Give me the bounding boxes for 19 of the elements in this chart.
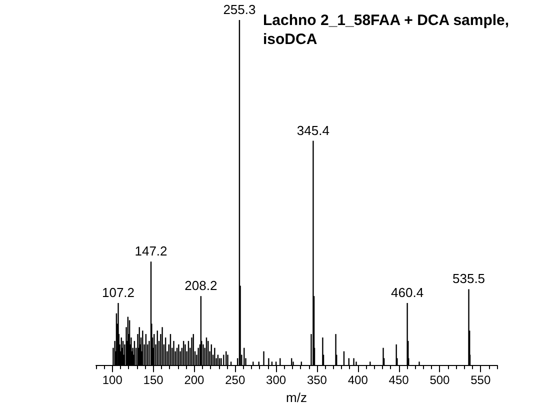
annotation: 147.2 xyxy=(134,244,168,259)
annotation: 107.2 xyxy=(102,284,135,300)
x-tick-label: 200 xyxy=(184,373,205,388)
x-tick-label: 250 xyxy=(225,373,246,388)
x-tick-label: 500 xyxy=(430,373,450,388)
x-tick-label: 400 xyxy=(348,373,368,388)
chart-title: Lachno 2_1_58FAA + DCA sample, isoDCA xyxy=(263,12,514,48)
x-tick-label: 550 xyxy=(470,373,491,388)
x-tick-label: 450 xyxy=(388,373,410,388)
annotation: 535.5 xyxy=(452,271,486,286)
annotation: 208.2 xyxy=(184,278,218,294)
annotation: 345.4 xyxy=(296,122,330,138)
x-tick-label: 300 xyxy=(266,373,286,388)
x-tick-label: 350 xyxy=(306,373,328,388)
annotation: 255.3 xyxy=(223,2,256,17)
x-tick-label: 100 xyxy=(102,373,123,388)
x-axis-title: m/z xyxy=(286,390,307,405)
annotation: 460.4 xyxy=(391,284,424,300)
x-tick-label: 150 xyxy=(143,373,164,388)
